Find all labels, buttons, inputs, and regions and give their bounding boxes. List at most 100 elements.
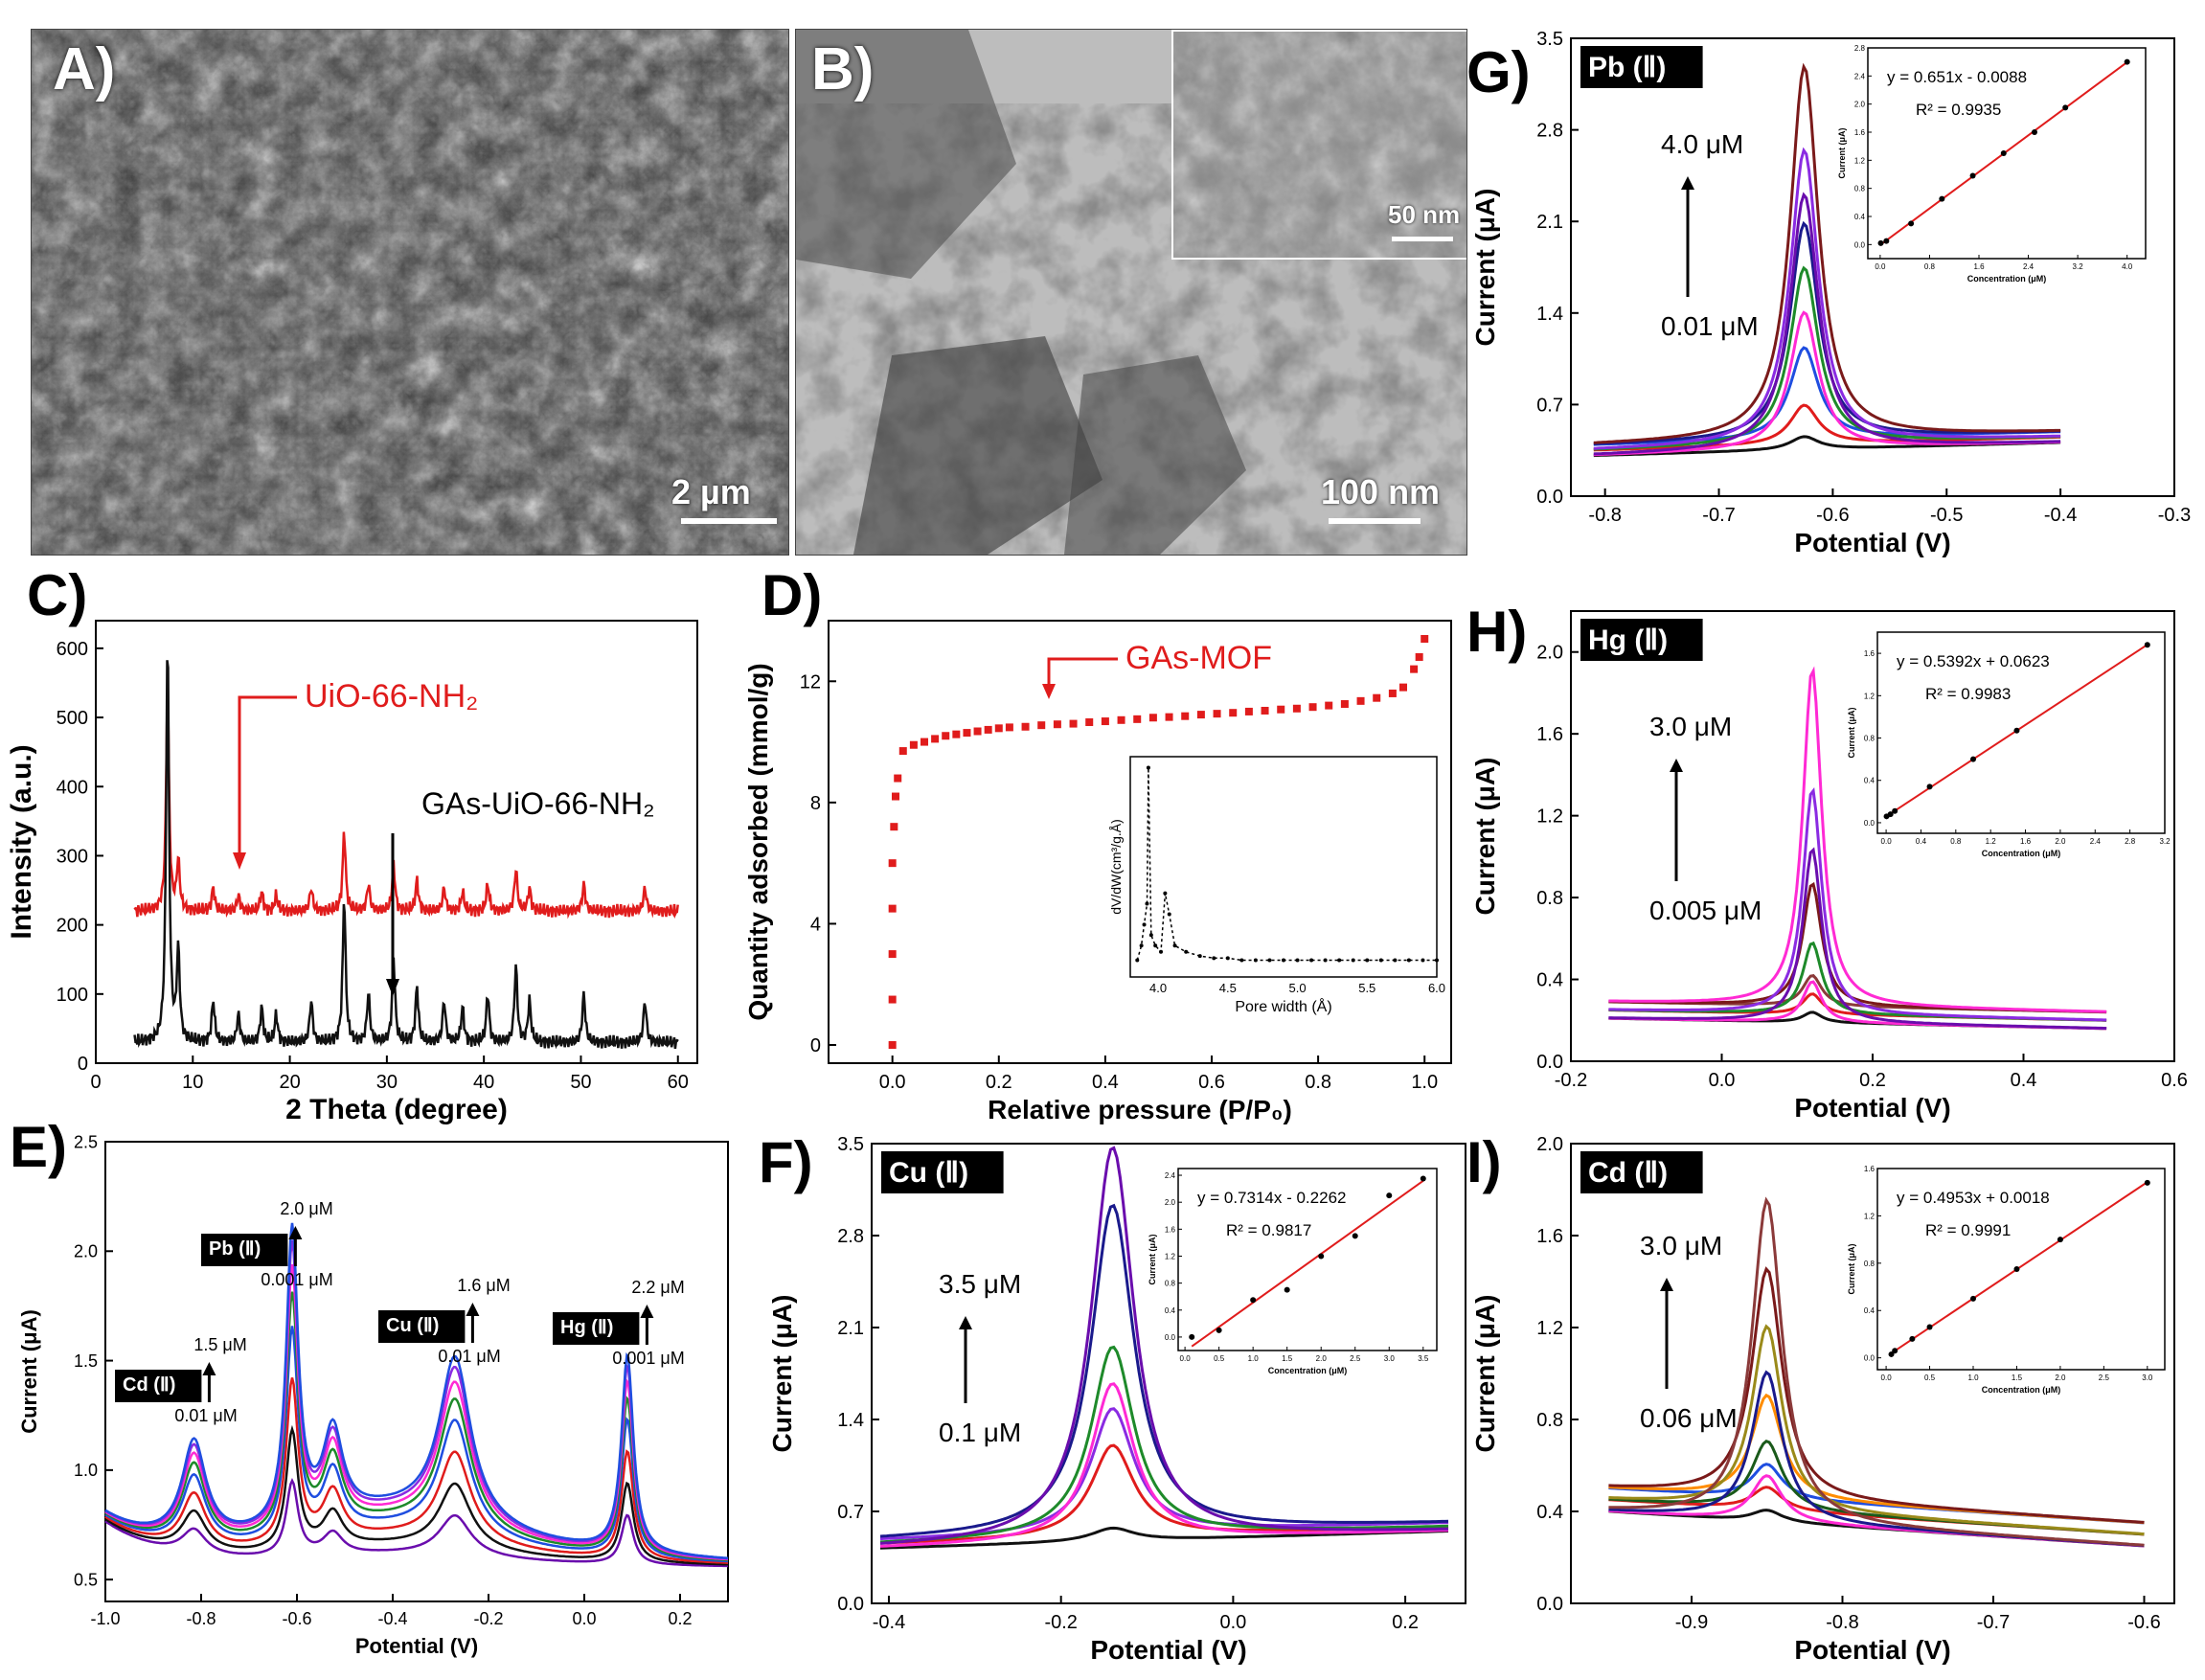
bottom-concentration-label: 0.005 μM: [1649, 896, 1762, 925]
ion-badge-label: Hg (Ⅱ): [1588, 624, 1668, 656]
inset-data-point: [1969, 172, 1976, 179]
isotherm-point: [888, 859, 897, 868]
inset-x-tick-label: 0.8: [1950, 837, 1962, 846]
isotherm-point: [909, 740, 918, 749]
x-tick-label: 0.2: [1859, 1070, 1886, 1091]
panel-b-inset-scale-label: 50 nm: [1388, 200, 1461, 229]
isotherm-point: [984, 725, 992, 734]
inset-data-point: [1939, 195, 1945, 202]
dpv-curve: [104, 1326, 729, 1563]
inset-x-tick-label: 5.5: [1358, 981, 1375, 995]
x-tick-label: 0.4: [2011, 1070, 2037, 1091]
inset-y-label: Current (μA): [1837, 127, 1847, 178]
inset-x-label: Concentration (μM): [1982, 1385, 2061, 1395]
inset-data-point: [2013, 727, 2020, 734]
inset-data-point: [1393, 958, 1398, 963]
top-concentration-label: 1.6 μM: [457, 1276, 510, 1295]
inset-data-point: [1892, 1348, 1898, 1354]
x-tick-label: -0.8: [1588, 505, 1621, 526]
inset-data-point: [1926, 783, 1933, 790]
x-tick-label: 40: [473, 1072, 494, 1093]
ion-badge: [1580, 1151, 1703, 1193]
chart-f-cu: -0.4 -0.2 0.0 0.2 0.0 0.7 1.4 2.1 2.8 3.5 Potentia…: [759, 1130, 1466, 1665]
ion-badge: [201, 1234, 288, 1266]
isotherm-point: [1133, 715, 1142, 723]
inset-x-tick-label: 0.8: [1924, 262, 1936, 271]
isotherm-point: [931, 735, 940, 743]
y-tick-label: 1.6: [1536, 1226, 1563, 1247]
dpv-curve: [1593, 62, 2061, 444]
inset-x-label: Concentration (μM): [1982, 849, 2061, 858]
inset-y-tick-label: 1.2: [1854, 156, 1866, 165]
y-tick-label: 8: [810, 793, 821, 814]
inset-x-tick-label: 5.0: [1289, 981, 1307, 995]
inset-data-point: [1172, 943, 1177, 948]
panel-label: E): [10, 1115, 67, 1179]
x-axis-label: Potential (V): [355, 1634, 478, 1658]
isotherm-point: [1277, 705, 1285, 714]
dpv-curve: [1608, 787, 2107, 1022]
inset-data-point: [1970, 756, 1976, 762]
inset-x-tick-label: 3.2: [2159, 837, 2171, 846]
isotherm-point: [1292, 704, 1301, 713]
inset-x-tick-label: 3.0: [2142, 1374, 2153, 1382]
inset-x-tick-label: 1.6: [1973, 262, 1985, 271]
x-tick-label: -0.2: [1044, 1612, 1077, 1633]
inset-y-tick-label: 0.0: [1864, 1354, 1875, 1363]
x-tick-label: 20: [279, 1072, 300, 1093]
panel-a-label: A): [53, 36, 116, 102]
panel-b-label: B): [811, 36, 875, 102]
isotherm-point: [898, 747, 907, 756]
ion-badge-label: Cu (Ⅱ): [889, 1157, 968, 1189]
inset-data-point: [1267, 958, 1272, 963]
inset-y-tick-label: 2.4: [1854, 72, 1866, 80]
ion-badge-label: Pb (Ⅱ): [209, 1238, 261, 1260]
dpv-curve: [104, 1377, 729, 1564]
inset-x-tick-label: 2.5: [2099, 1374, 2110, 1382]
inset-x-tick-label: 3.2: [2073, 262, 2084, 271]
inset-data-point: [1197, 954, 1202, 959]
isotherm-point: [1325, 701, 1333, 710]
chart-i-cd: -0.9 -0.8 -0.7 -0.6 0.0 0.4 0.8 1.2 1.6 2.0 Potent…: [1466, 1130, 2175, 1665]
isotherm-point: [921, 738, 928, 746]
x-tick-label: -0.7: [1977, 1612, 2010, 1633]
sem-texture: [32, 30, 788, 555]
inset-data-point: [1926, 1324, 1933, 1330]
x-tick-label: -0.7: [1702, 505, 1735, 526]
x-axis-label: Potential (V): [1794, 528, 1950, 557]
isotherm-point: [888, 950, 897, 959]
inset-data-point: [1145, 901, 1149, 906]
inset-x-tick-label: 0.0: [1180, 1354, 1192, 1363]
inset-data-point: [1239, 958, 1244, 963]
chart-g-pb: -0.8 -0.7 -0.6 -0.5 -0.4 -0.3 0.0 0.7 1.4 2.1 2.8 3…: [1466, 29, 2191, 557]
isotherm-point: [1388, 689, 1397, 697]
x-tick-label: 50: [570, 1072, 591, 1093]
inset-data-point: [1225, 956, 1230, 961]
inset-x-tick-label: 2.4: [2023, 262, 2035, 271]
inset-frame: [1129, 756, 1438, 978]
arrow-head: [959, 1316, 972, 1329]
x-tick-label: 0.2: [668, 1609, 692, 1628]
x-tick-label: 0.8: [1305, 1072, 1331, 1093]
x-axis-label: Potential (V): [1090, 1635, 1246, 1665]
y-tick-label: 2.1: [837, 1318, 864, 1339]
inset-x-tick-label: 4.0: [1149, 981, 1167, 995]
inset-y-tick-label: 2.8: [1854, 44, 1866, 53]
inset-data-point: [1153, 943, 1158, 948]
y-tick-label: 1.0: [74, 1461, 98, 1480]
fit-equation: y = 0.651x - 0.0088: [1887, 68, 2027, 86]
ion-badge-label: Hg (Ⅱ): [560, 1317, 613, 1338]
inset-data-point: [1892, 807, 1898, 814]
inset-data-point: [2000, 150, 2007, 156]
inset-data-point: [1352, 1233, 1358, 1239]
y-tick-label: 2.8: [1536, 121, 1563, 142]
inset-data-point: [1406, 958, 1411, 963]
arrow-head: [640, 1305, 654, 1318]
inset-y-tick-label: 0.4: [1854, 213, 1866, 221]
inset-data-point: [1378, 958, 1383, 963]
dpv-curve: [879, 1526, 1449, 1550]
fit-r-squared: R² = 0.9817: [1226, 1221, 1311, 1239]
inset-pore-curve: [1136, 767, 1437, 962]
chart-e-dpv-all: -1.0 -0.8 -0.6 -0.4 -0.2 0.0 0.2 0.5 1.0 1.5 2.0 2.…: [10, 1115, 729, 1658]
